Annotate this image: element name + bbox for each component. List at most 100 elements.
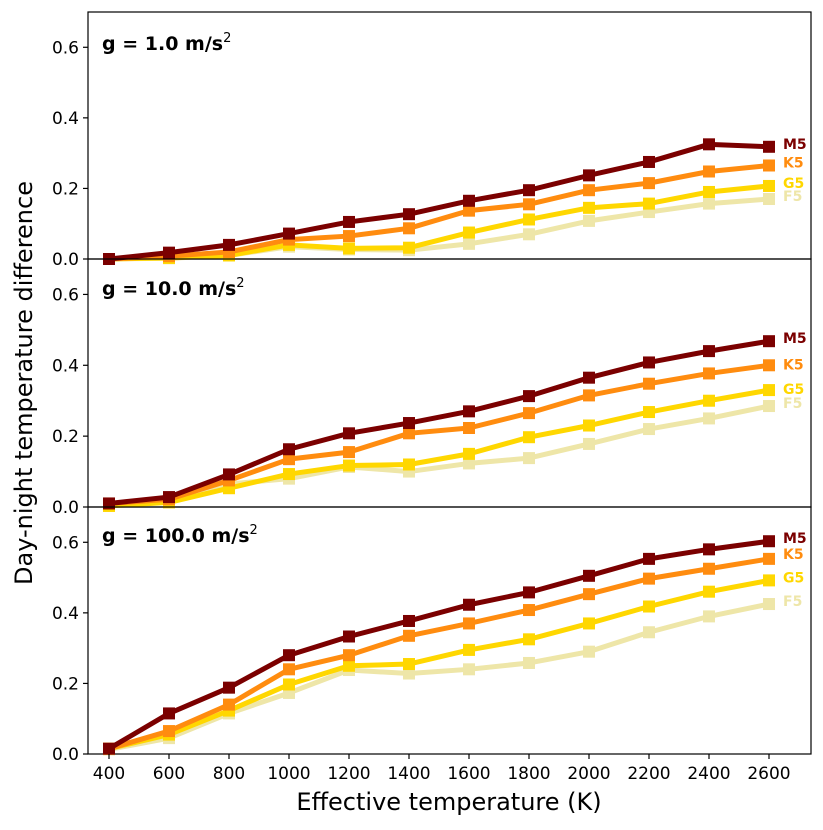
series-tag-g5: G5 bbox=[783, 570, 804, 586]
data-point-k5 bbox=[703, 165, 715, 178]
data-point-g5 bbox=[763, 384, 775, 397]
data-point-m5 bbox=[643, 155, 655, 168]
data-point-m5 bbox=[463, 405, 475, 418]
series-tag-f5: F5 bbox=[783, 396, 802, 412]
data-point-f5 bbox=[763, 193, 775, 206]
data-point-k5 bbox=[403, 629, 415, 642]
data-point-g5 bbox=[463, 447, 475, 460]
data-point-g5 bbox=[703, 585, 715, 598]
data-point-m5 bbox=[703, 345, 715, 358]
x-axis-label: Effective temperature (K) bbox=[296, 788, 601, 816]
data-point-k5 bbox=[343, 649, 355, 662]
data-point-g5 bbox=[283, 468, 295, 481]
data-point-f5 bbox=[703, 412, 715, 425]
y-tick-label: 0.2 bbox=[52, 674, 79, 694]
panel-title: g = 10.0 m/s2 bbox=[102, 276, 245, 300]
data-point-g5 bbox=[643, 197, 655, 210]
data-point-g5 bbox=[343, 659, 355, 672]
panel-title-superscript: 2 bbox=[250, 523, 258, 538]
data-point-g5 bbox=[703, 394, 715, 407]
panel-title: g = 100.0 m/s2 bbox=[102, 523, 258, 547]
data-point-k5 bbox=[763, 159, 775, 172]
x-tick-label: 2200 bbox=[627, 764, 670, 784]
series-tag-g5: G5 bbox=[783, 176, 804, 192]
data-point-f5 bbox=[763, 400, 775, 413]
data-point-m5 bbox=[223, 468, 235, 481]
data-point-k5 bbox=[463, 204, 475, 217]
data-point-m5 bbox=[523, 184, 535, 197]
data-point-k5 bbox=[763, 552, 775, 565]
data-point-m5 bbox=[643, 356, 655, 369]
y-tick-label: 0.2 bbox=[52, 179, 79, 199]
series-line-k5 bbox=[108, 556, 770, 752]
x-tick-label: 1800 bbox=[507, 764, 550, 784]
data-point-m5 bbox=[163, 707, 175, 720]
y-tick-label: 0.4 bbox=[52, 356, 79, 376]
panel-frame bbox=[87, 506, 812, 755]
data-point-f5 bbox=[523, 228, 535, 241]
panel-title-text: g = 10.0 m/s bbox=[102, 278, 236, 300]
x-tick-label: 1400 bbox=[387, 764, 430, 784]
data-point-f5 bbox=[583, 645, 595, 658]
y-tick-label: 0.4 bbox=[52, 109, 79, 129]
y-tick-label: 0.0 bbox=[52, 250, 79, 270]
data-point-m5 bbox=[763, 535, 775, 548]
data-point-m5 bbox=[283, 227, 295, 240]
data-point-k5 bbox=[583, 588, 595, 601]
y-tick-label: 0.6 bbox=[52, 285, 79, 305]
data-point-m5 bbox=[343, 215, 355, 228]
data-point-f5 bbox=[643, 626, 655, 639]
data-point-m5 bbox=[223, 238, 235, 251]
series-tag-k5: K5 bbox=[783, 547, 804, 563]
data-point-k5 bbox=[223, 698, 235, 711]
data-point-g5 bbox=[523, 633, 535, 646]
data-point-m5 bbox=[583, 169, 595, 182]
y-axis-ticks: 0.0 0.2 0.4 0.6 bbox=[52, 533, 88, 765]
panel-title-text: g = 100.0 m/s bbox=[102, 525, 250, 547]
data-point-k5 bbox=[463, 617, 475, 630]
data-point-m5 bbox=[583, 569, 595, 582]
data-point-m5 bbox=[163, 246, 175, 259]
data-point-m5 bbox=[463, 598, 475, 611]
data-point-k5 bbox=[763, 359, 775, 372]
data-point-g5 bbox=[763, 574, 775, 587]
data-point-f5 bbox=[523, 656, 535, 669]
data-point-f5 bbox=[763, 598, 775, 611]
series-line-m5 bbox=[108, 338, 770, 506]
data-point-k5 bbox=[523, 604, 535, 617]
series-line-g5 bbox=[108, 387, 770, 509]
data-point-g5 bbox=[643, 600, 655, 613]
series-line-k5 bbox=[108, 163, 770, 262]
data-point-g5 bbox=[343, 242, 355, 255]
y-tick-label: 0.6 bbox=[52, 38, 79, 58]
y-axis-ticks: 0.0 0.2 0.4 0.6 bbox=[52, 285, 88, 518]
data-point-k5 bbox=[283, 663, 295, 676]
series-tag-f5: F5 bbox=[783, 594, 802, 610]
data-point-k5 bbox=[703, 562, 715, 575]
x-axis-ticks: 400 600 800 1000 1200 1400 1600 1800 2000 2200 240… bbox=[93, 754, 791, 784]
series-line-g5 bbox=[108, 577, 770, 752]
data-point-g5 bbox=[523, 431, 535, 444]
data-point-g5 bbox=[403, 241, 415, 254]
data-point-m5 bbox=[463, 194, 475, 207]
y-axis-ticks: 0.0 0.2 0.4 0.6 bbox=[52, 38, 88, 270]
x-tick-label: 1600 bbox=[447, 764, 490, 784]
panel-title: g = 1.0 m/s2 bbox=[102, 31, 231, 55]
data-point-m5 bbox=[283, 443, 295, 456]
series-tag-m5: M5 bbox=[783, 531, 807, 547]
data-point-k5 bbox=[463, 421, 475, 434]
data-point-k5 bbox=[343, 446, 355, 459]
y-tick-label: 0.2 bbox=[52, 427, 79, 447]
x-tick-label: 2600 bbox=[747, 764, 790, 784]
data-point-m5 bbox=[583, 371, 595, 384]
data-point-m5 bbox=[403, 417, 415, 430]
series-line-k5 bbox=[108, 362, 770, 506]
data-point-k5 bbox=[643, 177, 655, 190]
data-point-k5 bbox=[703, 367, 715, 380]
series-line-f5 bbox=[108, 601, 770, 752]
series-line-g5 bbox=[108, 183, 770, 262]
